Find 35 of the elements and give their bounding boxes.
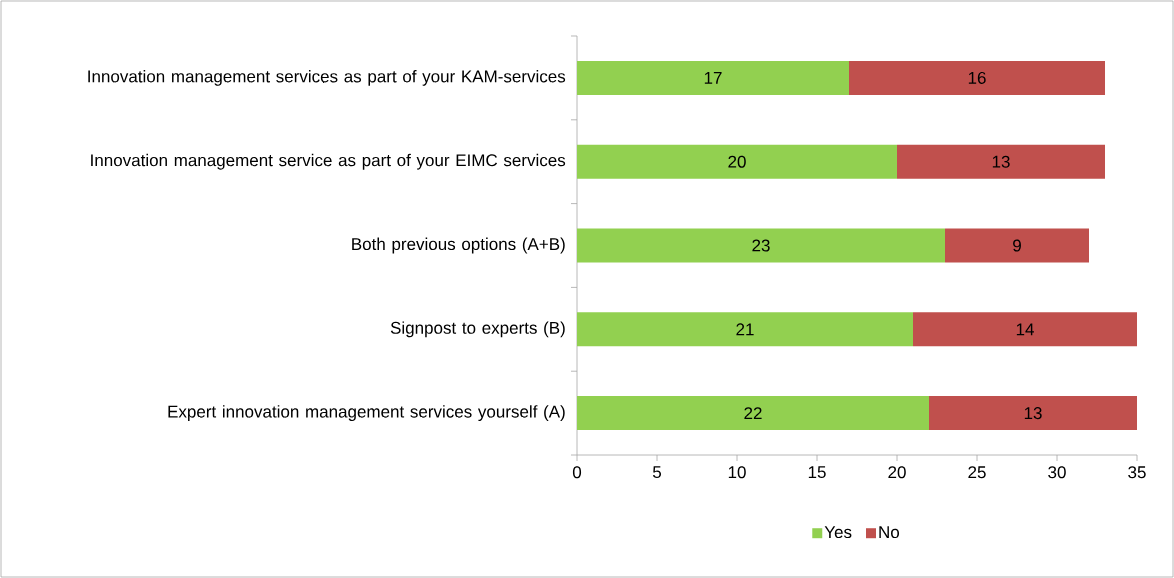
bar [577,396,929,431]
y-tick-label: Innovation management services as part of your KAM-services [88,69,566,86]
bar [849,60,1106,95]
data-label: 9 [1013,239,1021,252]
x-tick-label: 15 [808,466,826,479]
legend-label: No [879,526,900,539]
bar [577,312,913,347]
bar [945,228,1089,263]
data-label: 16 [968,71,986,84]
x-tick-label: 25 [968,466,986,479]
data-label: 17 [704,72,722,84]
y-tick-label: Both previous options (A+B) [352,237,565,254]
y-tick-label: Signpost to experts (B) [390,321,565,338]
data-label: 21 [736,323,754,336]
x-tick-label: 0 [572,466,582,479]
bar [913,312,1137,347]
bar [897,144,1106,179]
data-label: 23 [752,239,770,252]
bar [577,228,946,263]
data-label: 20 [728,155,746,168]
data-label: 14 [1016,323,1034,336]
data-label: 13 [992,155,1010,168]
x-tick-label: 5 [652,466,662,479]
y-tick-label: Innovation management service as part of your EIMC services [91,153,566,170]
x-tick-label: 30 [1048,466,1066,479]
data-label: 13 [1024,407,1042,420]
legend-label: Yes [824,526,852,539]
data-label: 22 [744,407,762,420]
bar [577,144,898,179]
y-tick-label: Expert innovation management services yourself (A) [168,405,565,422]
x-tick-label: 35 [1128,466,1146,479]
x-tick-label: 20 [888,466,906,479]
bar [577,60,849,95]
x-tick-label: 10 [728,466,746,479]
bar [929,396,1137,431]
